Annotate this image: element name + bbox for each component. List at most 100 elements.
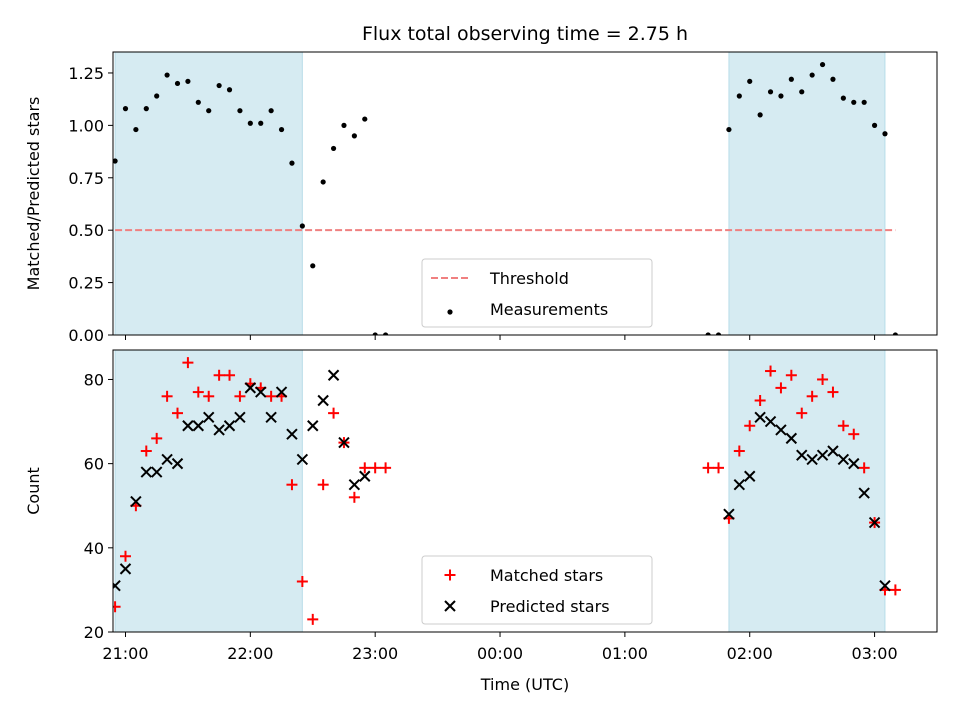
matched-star-marker xyxy=(182,357,194,369)
measurement-point xyxy=(892,332,898,335)
y-tick-label: 0.00 xyxy=(68,326,104,345)
matched-star-marker xyxy=(161,390,173,402)
matched-star-marker xyxy=(837,420,849,432)
measurement-point xyxy=(195,99,201,105)
x-tick-label: 22:00 xyxy=(227,644,273,663)
top-panel: 0.00 0.25 0.50 0.75 1.00 1.25 Matched/Predicte… xyxy=(24,51,938,345)
predicted-star-marker xyxy=(879,579,891,592)
predicted-star-marker xyxy=(130,495,142,508)
predicted-star-marker xyxy=(182,420,194,432)
predicted-star-marker xyxy=(733,478,746,491)
predicted-star-marker xyxy=(744,470,756,482)
matched-star-marker xyxy=(380,462,392,474)
legend-box xyxy=(421,555,653,625)
predicted-star-marker xyxy=(255,386,267,398)
matched-star-marker xyxy=(172,407,184,419)
y-axis-label: Count xyxy=(24,467,43,515)
measurement-point xyxy=(299,223,305,229)
matched-star-marker xyxy=(702,462,714,474)
predicted-star-marker xyxy=(837,453,850,466)
legend-label: Matched stars xyxy=(490,566,603,585)
measurement-point xyxy=(830,76,836,82)
measurement-point xyxy=(341,122,347,128)
legend-measurement-swatch xyxy=(447,309,453,315)
predicted-star-marker xyxy=(796,449,808,461)
matched-star-marker xyxy=(785,369,797,381)
predicted-star-marker xyxy=(113,579,121,592)
matched-star-marker xyxy=(224,369,236,381)
measurement-point xyxy=(840,95,846,101)
matched-star-marker xyxy=(140,445,152,457)
measurement-point xyxy=(882,131,888,137)
measurement-point xyxy=(278,126,285,133)
measurement-point xyxy=(247,120,253,126)
predicted-star-marker xyxy=(806,453,818,466)
y-tick-label: 0.50 xyxy=(68,221,104,240)
measurement-point xyxy=(362,116,368,122)
measurement-point xyxy=(289,160,295,166)
predicted-star-marker xyxy=(816,449,829,461)
predicted-star-marker xyxy=(244,382,257,394)
predicted-star-marker xyxy=(223,420,236,432)
y-tick-label: 0.75 xyxy=(68,169,104,188)
measurement-point xyxy=(778,93,784,99)
legend-label: Predicted stars xyxy=(490,597,610,616)
legend: Matched stars Predicted stars xyxy=(421,555,653,625)
axes-frame xyxy=(112,51,938,336)
predicted-star-marker xyxy=(265,411,277,424)
measurement-point xyxy=(871,122,878,128)
measurement-point xyxy=(113,158,118,164)
predicted-star-marker xyxy=(161,453,173,466)
matched-star-marker xyxy=(348,491,360,503)
figure-title: Flux total observing time = 2.75 h xyxy=(362,23,688,45)
matched-star-marker xyxy=(213,369,225,381)
measurement-point xyxy=(705,332,711,335)
measurement-point xyxy=(767,89,774,95)
legend: Threshold Measurements xyxy=(421,258,653,328)
x-tick-label: 23:00 xyxy=(352,644,398,663)
matched-star-marker xyxy=(203,390,215,402)
matched-star-marker xyxy=(858,462,870,474)
y-tick-label: 1.00 xyxy=(68,116,104,135)
predicted-star-marker xyxy=(868,516,881,529)
measurement-point xyxy=(185,78,191,84)
matched-star-marker xyxy=(806,390,818,402)
matched-star-marker xyxy=(286,479,298,491)
matched-star-marker xyxy=(192,386,204,398)
predicted-star-marker xyxy=(317,394,329,407)
legend-box xyxy=(421,258,653,328)
matched-star-marker xyxy=(359,462,371,474)
y-axis-label: Matched/Predicted stars xyxy=(24,97,43,291)
predicted-star-marker xyxy=(754,411,766,424)
matched-star-marker xyxy=(317,479,329,491)
matched-star-marker xyxy=(369,462,381,474)
legend-label: Threshold xyxy=(489,269,569,288)
measurement-point xyxy=(372,332,378,335)
measurement-point xyxy=(122,106,129,112)
legend-label: Measurements xyxy=(490,300,608,319)
predicted-star-marker xyxy=(723,508,735,520)
predicted-star-marker xyxy=(286,428,298,440)
predicted-star-marker xyxy=(848,457,860,470)
bottom-panel: 20 40 60 80 21:00 22:00 23:00 00:00 01:00 02:00 03… xyxy=(24,349,938,694)
predicted-star-marker xyxy=(858,487,870,499)
matched-star-marker xyxy=(744,420,756,432)
measurement-point xyxy=(226,87,233,93)
y-tick-label: 20 xyxy=(84,623,104,642)
y-tick-label: 1.25 xyxy=(68,64,104,83)
predicted-star-marker xyxy=(785,432,798,445)
matched-star-marker xyxy=(113,601,121,613)
measurement-point xyxy=(726,126,732,133)
measurement-point xyxy=(382,332,389,335)
measurement-point xyxy=(736,93,742,99)
predicted-star-marker xyxy=(203,411,215,424)
y-tick-label: 0.25 xyxy=(68,274,104,293)
predicted-star-marker xyxy=(307,420,319,432)
matched-star-marker xyxy=(328,407,340,419)
measurement-point xyxy=(268,108,274,114)
predicted-star-marker xyxy=(775,424,787,436)
predicted-star-marker xyxy=(140,466,153,478)
predicted-star-marker xyxy=(296,453,309,466)
matched-star-marker xyxy=(889,584,901,596)
